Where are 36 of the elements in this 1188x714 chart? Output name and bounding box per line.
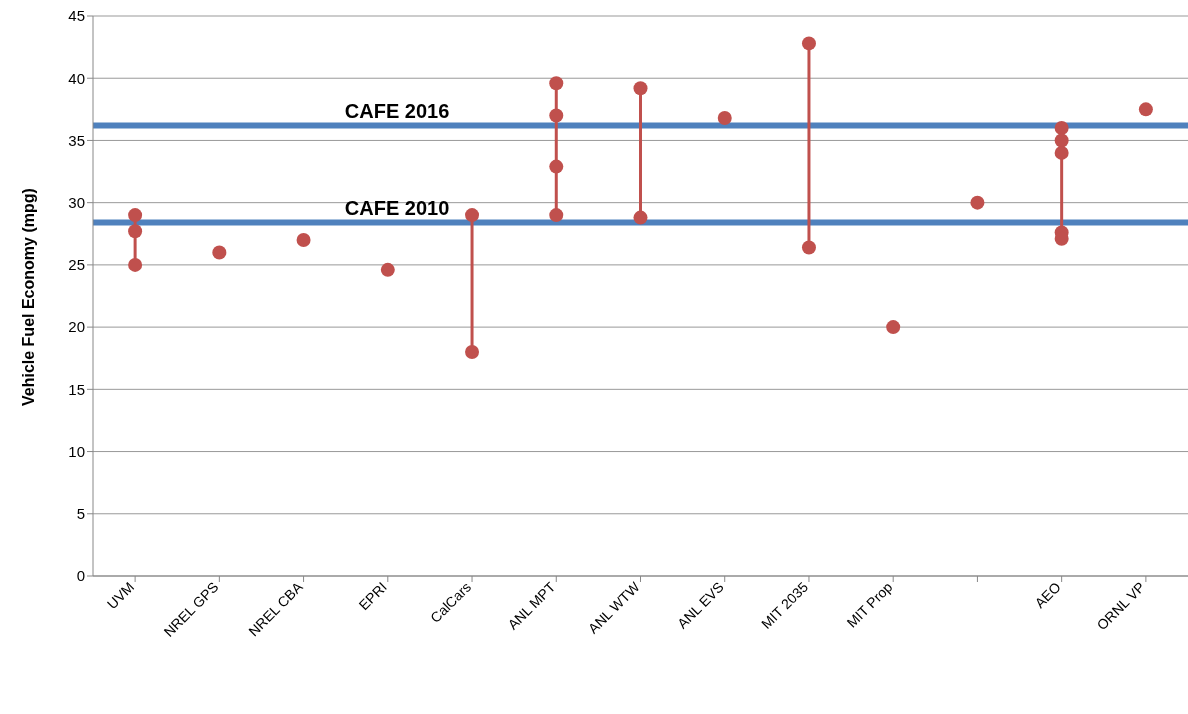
point [633,81,648,96]
point [1054,121,1069,135]
y-tick-label: 10 [68,442,85,460]
y-tick-label: 40 [68,69,85,87]
y-tick-label: 15 [68,380,85,398]
point [549,108,564,123]
y-tick-label: 25 [68,256,85,274]
y-axis-title: Vehicle Fuel Economy (mpg) [19,188,37,406]
y-tick-label: 20 [68,318,85,336]
point [801,240,816,255]
y-tick-label: 45 [68,7,85,25]
y-tick-label: 0 [76,567,85,585]
point [128,224,143,239]
y-tick-label: 35 [68,131,85,149]
ref-line-label: CAFE 2016 [344,99,450,122]
point [1138,102,1153,117]
point [465,208,480,223]
point [549,208,564,223]
point [633,210,648,225]
point [717,111,732,126]
point [128,208,143,223]
point [970,195,985,210]
y-tick-label: 30 [68,193,85,211]
point [549,76,564,91]
point [801,36,816,51]
point [380,262,395,277]
y-tick-label: 5 [76,505,85,523]
ref-line-label: CAFE 2010 [344,196,450,219]
point [549,159,564,174]
point [886,320,901,335]
point [465,345,480,359]
point [1054,133,1069,148]
point [296,233,311,247]
point [1054,145,1069,160]
point [212,245,227,260]
point [128,257,143,272]
